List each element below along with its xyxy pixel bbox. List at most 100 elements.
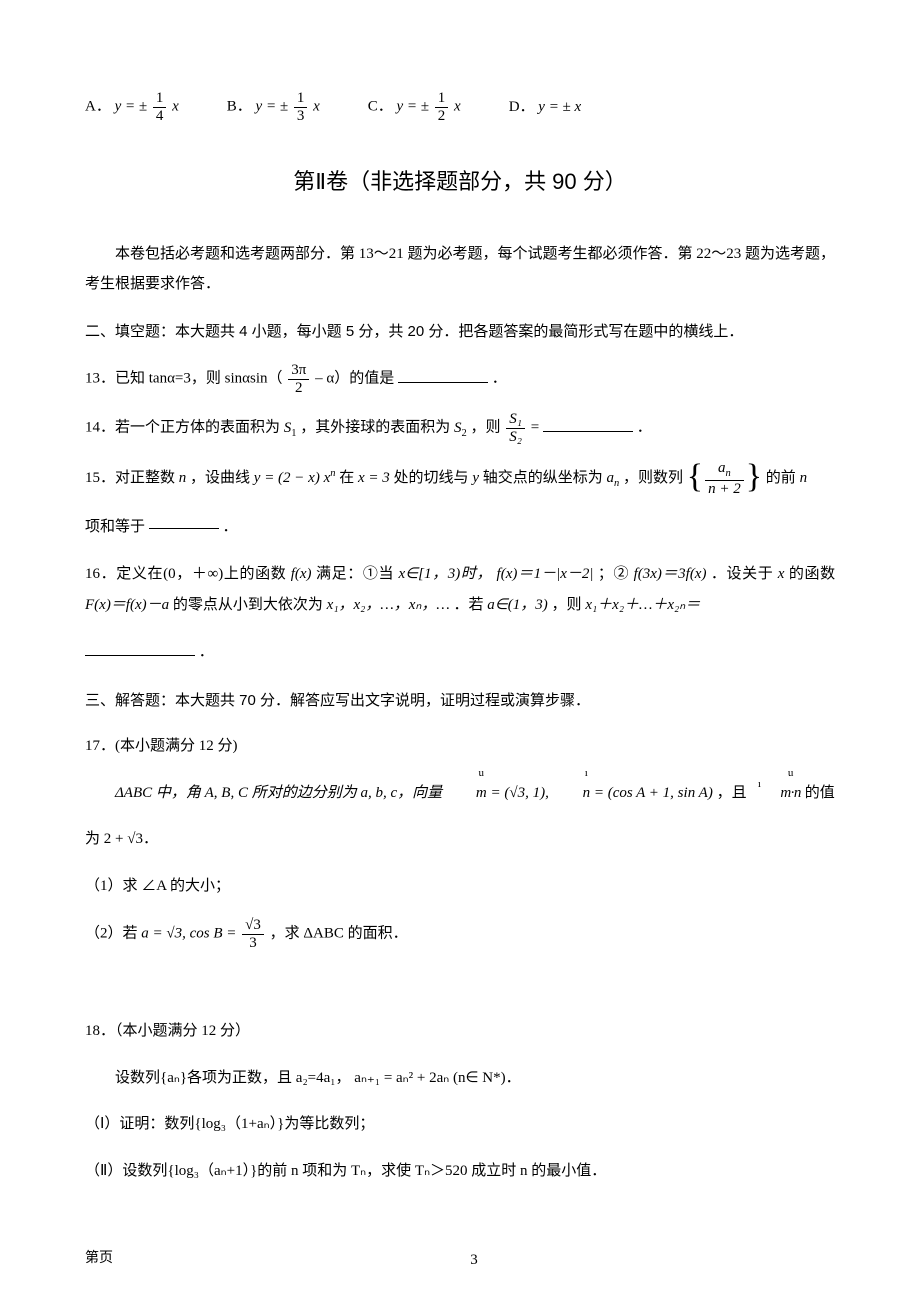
lbrace-icon: { [687,460,703,494]
q17-line2: 为 2 + √3． [85,824,835,856]
q15-bnum-a: a [718,460,726,476]
option-a-prefix: y = ± [115,98,148,114]
option-a-label: A． [85,98,111,114]
q15-curve: y = (2 − x) xn [254,470,336,486]
vector-arrow-icon: u ı [758,768,794,790]
q14-mid3: = [531,420,543,436]
vector-arrow-icon: u [449,768,485,779]
q17-l2a: 为 2 + √3． [85,831,158,847]
q16-suffix: ． [199,644,214,660]
option-d-label: D． [509,99,535,115]
q13-frac-num: 3π [288,362,309,380]
q16-eq1: f(x)＝1－|x－2| [497,566,594,582]
q17-m: m [476,785,487,801]
option-a-suffix: x [172,98,179,114]
q18-body: 设数列{aₙ}各项为正数，且 a₂=4a₁， aₙ₊₁ = aₙ² + 2aₙ … [85,1063,835,1095]
q14-frac: S₁ S₂ [506,411,525,445]
q15-bnum-sub: n [726,468,731,479]
q15-brace-frac: an n + 2 [705,460,744,497]
question-15: 15．对正整数 n ，设曲线 y = (2 − x) xn 在 x = 3 处的… [85,460,835,497]
q15-e: 轴交点的纵坐标为 [483,470,607,486]
q15-g: 的前 [766,470,800,486]
q18-p1: （Ⅰ）证明：数列{log₃（1+aₙ）}为等比数列； [85,1109,835,1141]
q14-frac-num: S₁ [506,411,525,429]
spacer [85,961,835,1001]
q14-s2: S2 [454,420,467,436]
q15-d: 处的切线与 [394,470,473,486]
option-a-frac: 1 4 [153,90,167,124]
q16-sum: x₁＋x₂＋…＋x₂ₙ＝ [585,597,700,613]
q14-mid2: ，则 [471,420,505,436]
vector-n: ın [553,778,591,810]
question-17-body: ΔABC 中，角 A, B, C 所对的边分别为 a, b, c，向量 um =… [85,778,835,810]
question-15-line2: 项和等于 ． [85,512,835,544]
q16-f: 的零点从小到大依次为 [173,597,327,613]
q16-a: 16．定义在(0，＋∞)上的函数 [85,566,291,582]
q16-Fx: F(x)＝f(x)－a [85,597,169,613]
q13-suffix: ． [492,371,507,387]
q14-frac-den: S₂ [506,429,525,446]
q16-e: 的函数 [789,566,835,582]
q16-fx: f(x) [291,566,312,582]
mc-options-row: A． y = ± 1 4 x B． y = ± 1 3 x C． y = ± 1… [85,90,835,124]
option-b: B． y = ± 1 3 x [227,90,320,124]
option-b-label: B． [227,98,252,114]
q14-s2-sym: S [454,420,462,436]
q17-n-expr: = (cos A + 1, sin A) [594,785,713,801]
q15-b: ，设曲线 [190,470,254,486]
q17-p2-frac: √3 3 [242,917,264,951]
q17-p2b: ，求 ΔABC 的面积． [270,926,408,942]
q14-mid1: ，其外接球的表面积为 [300,420,454,436]
option-c-suffix: x [454,98,461,114]
q14-s1-sub: 1 [291,428,296,439]
q16-cond: x∈[1，3)时， [398,566,492,582]
q16-g: ．若 [453,597,487,613]
section-2-title: 第Ⅱ卷（非选择题部分，共 90 分） [85,164,835,199]
option-b-den: 3 [294,108,308,125]
page: A． y = ± 1 4 x B． y = ± 1 3 x C． y = ± 1… [0,0,920,1302]
question-14: 14．若一个正方体的表面积为 S1 ，其外接球的表面积为 S2 ，则 S₁ S₂… [85,411,835,445]
q16-d: ．设关于 [711,566,778,582]
q17-p2-den: 3 [242,935,264,952]
q14-blank [543,416,633,432]
option-b-frac: 1 3 [294,90,308,124]
option-b-num: 1 [294,90,308,108]
option-c-den: 2 [435,108,449,125]
fillin-header: 二、填空题：本大题共 4 小题，每小题 5 分，共 20 分．把各题答案的最简形… [85,317,835,347]
q15-at: x = 3 [358,470,390,486]
option-b-prefix: y = ± [256,98,289,114]
q14-s1: S1 [284,420,297,436]
q16-b: 满足：①当 [316,566,399,582]
q15-bden: n + 2 [705,481,744,498]
q16-seq: x₁，x₂，…，xₙ，… [327,597,450,613]
q15-a: 15．对正整数 [85,470,179,486]
q16-eq2: f(3x)＝3f(x) [634,566,707,582]
q16-arange: a∈(1，3) [487,597,548,613]
option-c-frac: 1 2 [435,90,449,124]
q17-l1b: ，且 [717,785,751,801]
footer-left: 第页 [85,1248,113,1270]
q17-p2-num: √3 [242,917,264,935]
q13-frac: 3π 2 [288,362,309,396]
vector-m: um [446,778,487,810]
q13-prefix: 13．已知 tanα=3，则 sinαsin（ [85,371,283,387]
q17-p2a: （2）若 [85,926,141,942]
option-a: A． y = ± 1 4 x [85,90,179,124]
q15-suffix: ． [223,519,238,535]
page-number: 3 [85,1248,835,1272]
q15-brace: { an n + 2 } [687,460,762,497]
q17-m-expr: = (√3, 1), [490,785,552,801]
q17-p1: （1）求 ∠A 的大小； [85,871,835,903]
q18-head: 18．（本小题满分 12 分） [85,1016,835,1048]
q17-n: n [583,785,591,801]
option-a-den: 4 [153,108,167,125]
q17-l1c: 的值 [805,785,835,801]
q15-an-sub: n [614,478,619,489]
q17-p2: （2）若 a = √3, cos B = √3 3 ，求 ΔABC 的面积． [85,917,835,951]
solve-header: 三、解答题：本大题共 70 分．解答应写出文字说明，证明过程或演算步骤． [85,686,835,716]
q15-blank [149,513,219,529]
option-c-prefix: y = ± [397,98,430,114]
q17-p2-given: a = √3, cos B = [141,926,240,942]
q15-bnum: an [705,460,744,481]
q15-y: y [472,470,479,486]
